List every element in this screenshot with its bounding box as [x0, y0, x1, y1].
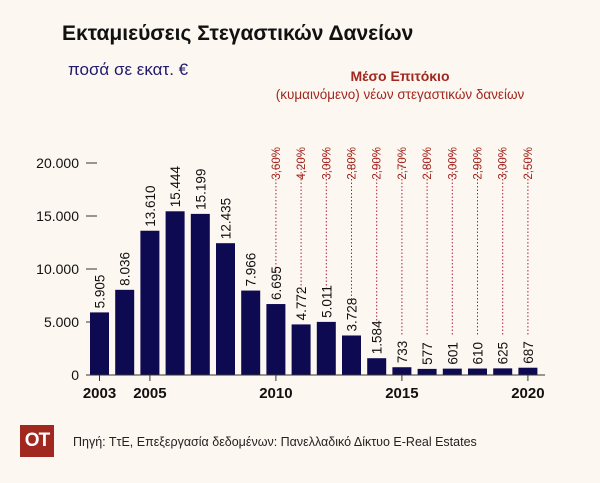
interest-rate-label: 2,80% [422, 147, 434, 180]
value-label: 5.011 [319, 285, 334, 318]
chart-title: Εκταμιεύσεις Στεγαστικών Δανείων [62, 22, 414, 45]
value-labels: 5.905 8.036 13.610 15.444 15.199 12.435 7.966 6… [93, 166, 536, 365]
interest-rate-label: 2,80% [347, 147, 359, 180]
bar [367, 358, 387, 375]
value-label: 5.905 [93, 275, 108, 309]
value-label: 1.584 [370, 320, 385, 354]
bar [266, 304, 286, 375]
x-tick-label: 2005 [133, 385, 166, 402]
bar [241, 290, 261, 375]
bar [417, 368, 437, 375]
interest-rate-label: 3,00% [447, 147, 459, 180]
y-tick-label: 5.000 [44, 314, 79, 330]
y-tick-label: 0 [71, 367, 79, 383]
bar-chart: Μέσο Επιτόκιο (κυμαινόμενο) νέων στεγαστ… [36, 68, 545, 402]
ot-logo: OT [20, 425, 54, 457]
bar [518, 367, 538, 375]
value-label: 6.695 [269, 266, 284, 300]
x-tick-label: 2010 [259, 385, 292, 402]
value-label: 577 [420, 342, 435, 365]
value-label: 13.610 [143, 185, 158, 226]
interest-rate-label: 4,20% [296, 147, 308, 180]
interest-rate-label: 3,60% [271, 147, 283, 180]
x-tick-label: 2015 [385, 385, 418, 402]
interest-rate-label: 2,90% [372, 147, 384, 180]
interest-rate-label: 2,90% [473, 147, 485, 180]
value-label: 733 [395, 341, 410, 364]
bars [90, 211, 538, 375]
interest-rate-label: 3,00% [498, 147, 510, 180]
bar [165, 211, 185, 375]
value-label: 15.199 [193, 169, 208, 210]
y-axis: 0 5.000 10.000 15.000 20.000 [36, 155, 97, 383]
value-label: 7.966 [244, 253, 259, 287]
bar [90, 312, 109, 375]
bar [493, 368, 513, 375]
bar [468, 368, 487, 375]
value-label: 3.728 [345, 298, 360, 332]
value-label: 15.444 [168, 166, 183, 208]
bar [115, 289, 135, 375]
y-tick-label: 10.000 [36, 261, 79, 277]
value-label: 687 [521, 341, 536, 364]
interest-rate-label: 2,50% [523, 147, 535, 180]
value-label: 601 [445, 342, 460, 365]
interest-rate-annotations: 3,60% 4,20% 3,00% 2,80% 2,90% 2,70% 2,80% 3,00%… [271, 147, 535, 335]
interest-rate-label: 3,00% [321, 147, 333, 180]
rate-legend-title: Μέσο Επιτόκιο [351, 68, 450, 84]
x-axis: 2003 2005 2010 2015 2020 [83, 374, 545, 402]
bar [392, 367, 412, 375]
bar [190, 213, 210, 375]
y-tick-label: 20.000 [36, 155, 79, 171]
y-tick-label: 15.000 [36, 208, 79, 224]
value-label: 8.036 [118, 252, 133, 286]
interest-rate-label: 2,70% [397, 147, 409, 180]
chart-subtitle: ποσά σε εκατ. € [68, 60, 189, 79]
bar [140, 230, 160, 375]
value-label: 4.772 [294, 287, 309, 321]
bar [442, 368, 462, 375]
source-note: Πηγή: ΤτΕ, Επεξεργασία δεδομένων: Πανελλ… [73, 435, 477, 449]
x-tick-label: 2020 [511, 385, 544, 402]
value-label: 610 [471, 342, 486, 365]
value-label: 12.435 [219, 198, 234, 239]
bar [342, 335, 361, 375]
bar [291, 324, 311, 375]
rate-legend-subtitle: (κυμαινόμενο) νέων στεγαστικών δανείων [276, 87, 525, 102]
bar [316, 321, 336, 375]
x-tick-label: 2003 [83, 385, 116, 402]
bar [216, 243, 235, 375]
value-label: 625 [496, 342, 511, 365]
